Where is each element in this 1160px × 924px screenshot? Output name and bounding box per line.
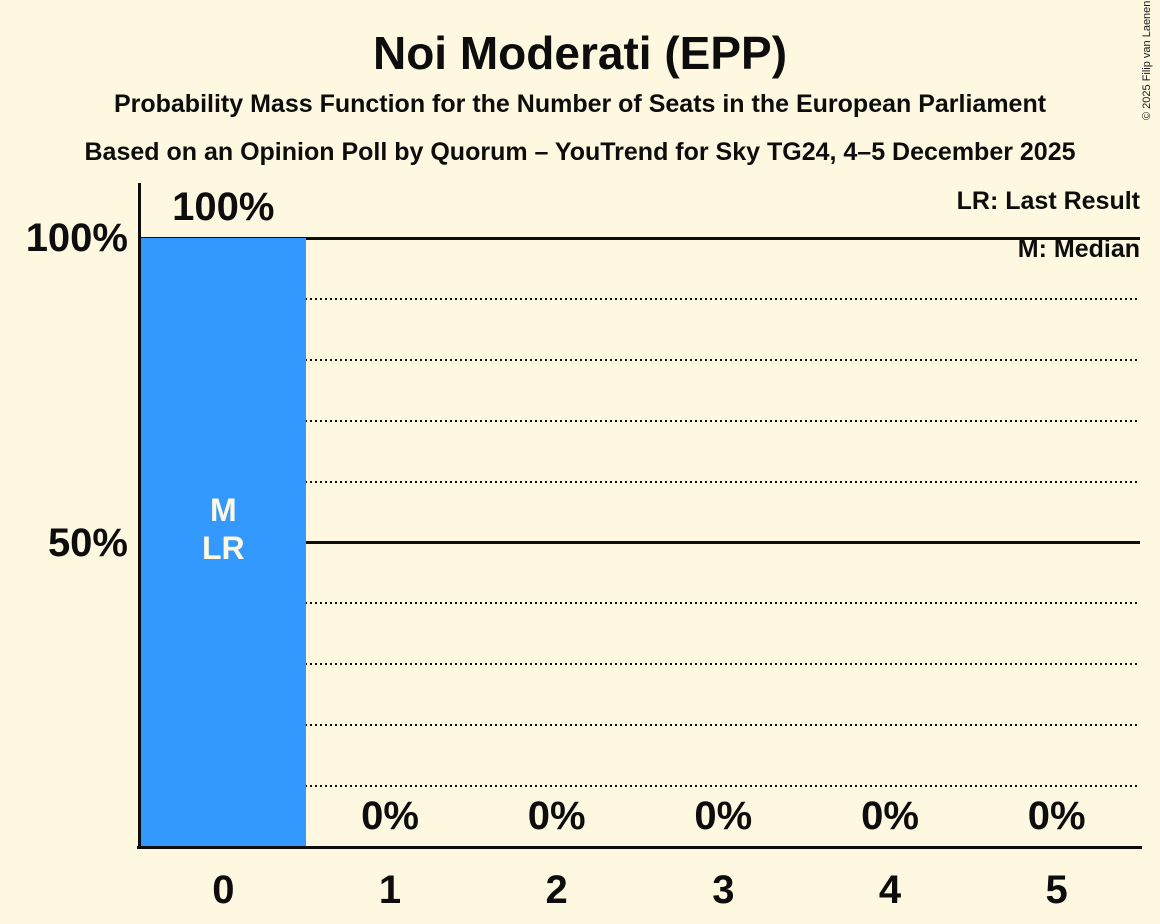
bar-value-label-2: 0%: [527, 794, 586, 838]
legend-last-result: LR: Last Result: [956, 187, 1140, 215]
gridline-70-dotted: [140, 419, 1140, 422]
gridline-20-dotted: [140, 724, 1140, 727]
gridline-50-solid: [140, 541, 1140, 544]
plot-area: M LR 100% 0% 0% 0% 0% 0%: [140, 187, 1140, 847]
bar-value-label-4: 0%: [861, 794, 919, 838]
x-tick-label-5: 5: [1045, 868, 1068, 912]
y-tick-label-100: 100%: [25, 216, 128, 260]
gridline-60-dotted: [140, 480, 1140, 483]
chart-source-line: Based on an Opinion Poll by Quorum – You…: [84, 138, 1076, 166]
x-tick-label-0: 0: [212, 868, 235, 912]
gridline-90-dotted: [140, 297, 1140, 300]
annotation-line: LR: [202, 529, 245, 566]
y-tick-label-50: 50%: [47, 520, 128, 565]
y-axis-line: [138, 183, 141, 849]
bar-seats-0: M LR: [141, 238, 306, 847]
x-tick-label-1: 1: [378, 868, 402, 912]
annotation-line: M: [210, 491, 237, 528]
x-tick-label-3: 3: [712, 868, 735, 912]
x-axis-line: [137, 846, 1142, 849]
gridline-100-solid: [140, 236, 1140, 240]
chart-title: Noi Moderati (EPP): [372, 27, 788, 79]
gridline-80-dotted: [140, 358, 1140, 361]
chart-subtitle: Probability Mass Function for the Number…: [113, 90, 1047, 118]
gridline-10-dotted: [140, 785, 1140, 788]
gridline-30-dotted: [140, 663, 1140, 666]
x-tick-label-2: 2: [545, 868, 568, 912]
bar-value-label-3: 0%: [694, 794, 753, 838]
bar-value-label-5: 0%: [1027, 794, 1086, 838]
bar-value-label-0: 100%: [172, 185, 275, 229]
copyright-notice: © 2025 Filip van Laenen: [1141, 0, 1153, 120]
legend-median: M: Median: [1017, 235, 1140, 263]
bar-value-label-1: 0%: [361, 794, 419, 838]
bar-annotation-m-lr: M LR: [141, 491, 306, 567]
gridline-40-dotted: [140, 602, 1140, 605]
x-tick-label-4: 4: [878, 868, 902, 912]
